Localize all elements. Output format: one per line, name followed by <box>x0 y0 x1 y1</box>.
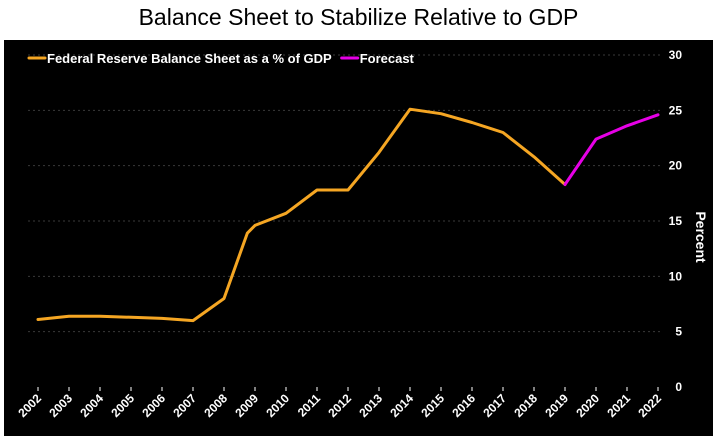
x-tick-label: 2019 <box>542 391 571 420</box>
legend-label-0: Federal Reserve Balance Sheet as a % of … <box>47 51 332 66</box>
x-tick-label: 2014 <box>387 391 416 420</box>
x-tick-label: 2020 <box>573 391 602 420</box>
x-tick-label: 2021 <box>604 391 633 420</box>
x-tick-label: 2007 <box>170 391 199 420</box>
plot-area <box>36 107 660 323</box>
x-tick-label: 2013 <box>356 391 385 420</box>
chart-title: Balance Sheet to Stabilize Relative to G… <box>138 4 579 30</box>
y-axis-label: Percent <box>693 211 709 263</box>
x-tick-label: 2004 <box>77 391 106 420</box>
x-tick-label: 2010 <box>263 391 292 420</box>
x-axis: 2002 2003 2004 2005 2006 2007 2008 2009 2010 2011… <box>15 387 664 420</box>
y-tick-label: 30 <box>669 48 683 62</box>
x-tick-label: 2003 <box>46 391 75 420</box>
y-axis: 0 5 10 15 20 25 30 <box>669 48 683 394</box>
legend-label-1: Forecast <box>360 51 415 66</box>
x-tick-label: 2006 <box>139 391 168 420</box>
y-tick-label: 25 <box>669 103 683 117</box>
y-tick-label: 5 <box>675 325 682 339</box>
x-tick-label: 2016 <box>449 391 478 420</box>
x-tick-label: 2005 <box>108 391 137 420</box>
legend: Federal Reserve Balance Sheet as a % of … <box>27 51 415 66</box>
x-tick-label: 2011 <box>295 391 324 420</box>
x-tick-label: 2018 <box>511 391 540 420</box>
chart-panel: 0 5 10 15 20 25 30 2002 2003 2004 2005 2006 2007 200… <box>4 40 713 436</box>
x-tick-label: 2015 <box>418 391 447 420</box>
x-tick-label: 2009 <box>232 391 261 420</box>
x-tick-label: 2022 <box>635 391 664 420</box>
x-tick-label: 2008 <box>201 391 230 420</box>
series-line-0 <box>36 107 567 323</box>
y-tick-label: 15 <box>669 214 683 228</box>
x-tick-label: 2012 <box>325 391 354 420</box>
grid-lines <box>28 54 662 333</box>
y-tick-label: 10 <box>669 269 683 283</box>
x-tick-label: 2002 <box>15 391 44 420</box>
y-tick-label: 0 <box>675 380 682 394</box>
series-line-1 <box>563 113 660 186</box>
y-tick-label: 20 <box>669 159 683 173</box>
x-tick-label: 2017 <box>480 391 509 420</box>
